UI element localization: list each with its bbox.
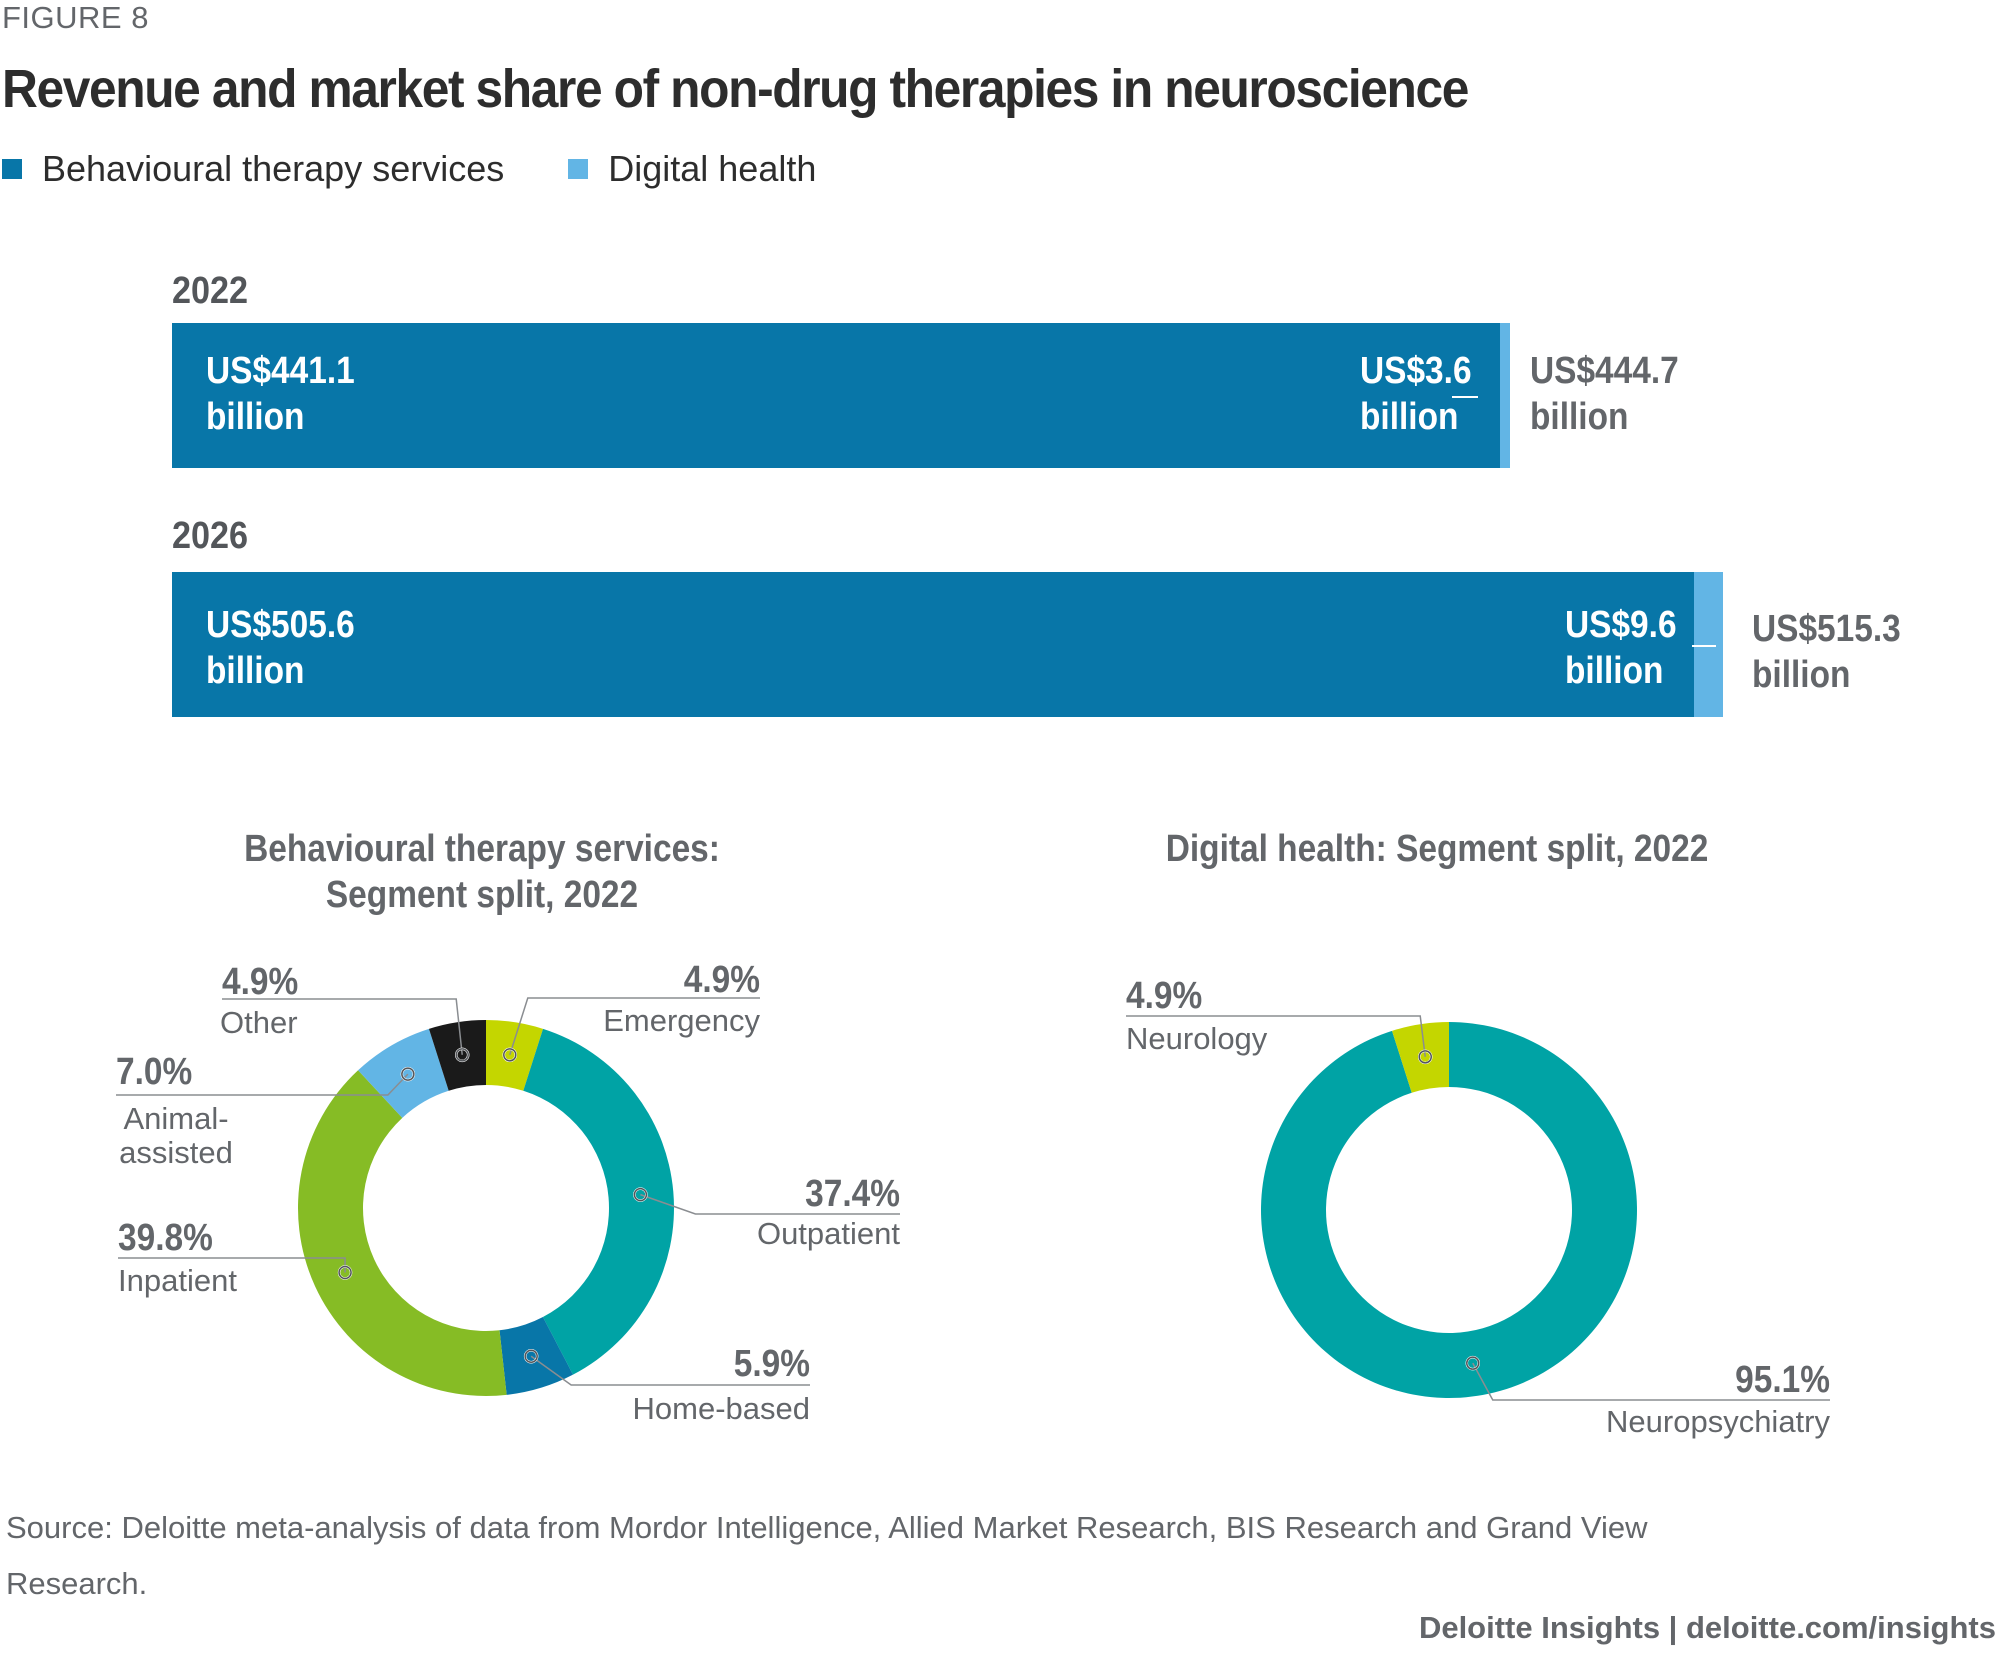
- leader-marker-ring: [401, 1067, 415, 1081]
- year-label-2026: 2026: [172, 515, 249, 557]
- leader-line: [640, 1193, 900, 1215]
- slice-label-homebased: Home-based: [632, 1391, 810, 1426]
- source-note: Source: Deloitte meta-analysis of data f…: [6, 1510, 1648, 1601]
- leader-marker-ring: [633, 1187, 648, 1202]
- slice-label-other: Other: [220, 1005, 298, 1040]
- leader-marker-ring: [455, 1048, 469, 1062]
- year-label-2022: 2022: [172, 270, 249, 312]
- bar-2026-digital-leader: [1692, 645, 1716, 647]
- leader-line: [222, 998, 463, 1055]
- donut-behavioural-title: Behavioural therapy services: Segment sp…: [244, 828, 720, 916]
- slice-label-neurology-pct: 4.9%: [1126, 975, 1203, 1017]
- leader-line: [509, 997, 760, 1056]
- donut-digital-title: Digital health: Segment split, 2022: [1165, 828, 1709, 870]
- slice-label-neuropsychiatry: Neuropsychiatry: [1606, 1404, 1830, 1439]
- leader-marker-ring: [338, 1265, 352, 1280]
- bar-2022-digital-leader: [1452, 396, 1478, 398]
- slice-label-emergency-pct: 4.9%: [683, 959, 760, 1001]
- leader-line: [530, 1355, 810, 1386]
- legend-swatch-digital: [568, 159, 589, 179]
- leader-marker-ring: [1466, 1356, 1480, 1370]
- legend-label-behavioural: Behavioural therapy services: [42, 148, 505, 189]
- bar-2022-digital: [1499, 323, 1511, 468]
- slice-label-inpatient-pct: 39.8%: [118, 1217, 213, 1259]
- slice-neuropsychiatry: [1261, 1022, 1637, 1398]
- bar-2026-behavioural: [172, 572, 1694, 717]
- legend-label-digital: Digital health: [608, 148, 817, 189]
- leader-line: [116, 1073, 409, 1096]
- footer-credit: Deloitte Insights | deloitte.com/insight…: [1418, 1610, 1996, 1645]
- slice-label-other-pct: 4.9%: [222, 961, 299, 1003]
- slice-inpatient: [297, 1070, 507, 1397]
- bar-2026-behavioural-value: US$505.6 billion: [206, 604, 355, 692]
- slice-outpatient: [523, 1028, 674, 1375]
- leader-marker-ring: [503, 1048, 517, 1062]
- leader-line: [1472, 1362, 1830, 1401]
- slice-animal-assisted: [358, 1028, 449, 1118]
- chart-title: Revenue and market share of non-drug the…: [2, 59, 1469, 119]
- slice-label-emergency: Emergency: [603, 1003, 760, 1038]
- legend-item-behavioural: Behavioural therapy services: [2, 148, 504, 190]
- bar-2022-behavioural-value: US$441.1 billion: [206, 350, 355, 438]
- slice-neurology: [1392, 1022, 1449, 1093]
- bar-2026-digital: [1693, 572, 1723, 717]
- legend-item-digital: Digital health: [568, 148, 816, 190]
- bar-2026-digital-value: US$9.6 billion: [1565, 604, 1677, 692]
- bar-2026-total-value: US$515.3 billion: [1752, 608, 1901, 696]
- slice-label-outpatient-pct: 37.4%: [805, 1173, 900, 1215]
- slice-label-inpatient: Inpatient: [118, 1263, 237, 1298]
- slice-label-neurology: Neurology: [1126, 1021, 1268, 1056]
- figure-label: FIGURE 8: [2, 0, 149, 35]
- legend-swatch-behavioural: [2, 159, 22, 179]
- leader-line: [1126, 1015, 1426, 1057]
- slice-label-animal-pct: 7.0%: [116, 1051, 193, 1093]
- donut-digital: [1261, 1022, 1637, 1398]
- bar-2022-total-value: US$444.7 billion: [1530, 350, 1679, 438]
- slice-label-animal: Animal- assisted: [119, 1101, 233, 1170]
- donut-behavioural: [297, 1020, 674, 1397]
- bar-2022-digital-value: US$3.6 billion: [1360, 350, 1472, 438]
- slice-label-neuropsychiatry-pct: 95.1%: [1735, 1359, 1830, 1401]
- legend: Behavioural therapy services Digital hea…: [2, 148, 880, 190]
- leader-marker-ring: [524, 1349, 538, 1364]
- slice-label-homebased-pct: 5.9%: [733, 1343, 810, 1385]
- donut-leader-lines: [116, 997, 1830, 1401]
- bar-2022-behavioural: [172, 323, 1500, 468]
- leader-marker-ring: [1418, 1050, 1432, 1064]
- slice-label-outpatient: Outpatient: [756, 1216, 900, 1251]
